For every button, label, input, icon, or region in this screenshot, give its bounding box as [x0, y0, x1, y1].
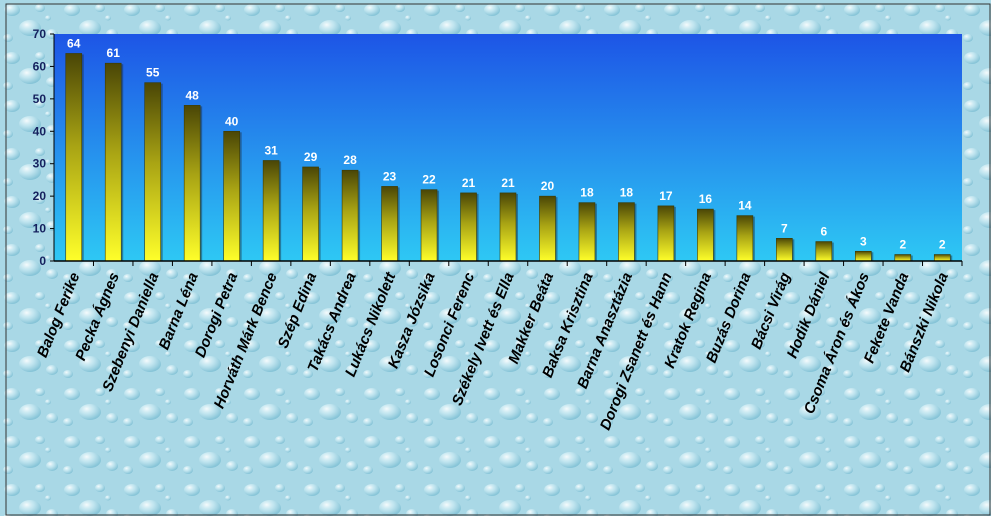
- bar: [933, 254, 951, 262]
- bar-value-label: 18: [620, 186, 634, 200]
- bar: [578, 202, 596, 262]
- bar: [499, 192, 517, 262]
- bar: [539, 195, 556, 262]
- bar-value-label: 61: [107, 46, 121, 60]
- y-axis: 0 10 20 30 40 50 60 70: [33, 27, 55, 268]
- bar: [302, 166, 319, 262]
- bar-value-label: 23: [383, 169, 397, 183]
- y-tick-label: 40: [33, 124, 47, 138]
- bar: [855, 250, 872, 262]
- y-tick-label: 30: [33, 157, 47, 171]
- bar: [736, 215, 754, 262]
- bar-value-label: 21: [501, 176, 515, 190]
- bar-value-label: 22: [422, 173, 436, 187]
- bar: [104, 62, 122, 262]
- bar-value-label: 64: [67, 36, 81, 50]
- bar: [65, 53, 83, 262]
- bar: [341, 169, 359, 262]
- y-tick-label: 20: [33, 189, 47, 203]
- bar-value-label: 20: [541, 179, 555, 193]
- y-tick-label: 50: [33, 92, 47, 106]
- bar-value-label: 17: [659, 189, 673, 203]
- bar-value-label: 21: [462, 176, 476, 190]
- bar-value-label: 18: [580, 186, 594, 200]
- bar-value-label: 40: [225, 114, 239, 128]
- bar: [460, 192, 477, 262]
- bar-value-label: 14: [738, 199, 752, 213]
- bar-value-label: 55: [146, 66, 160, 80]
- bar-value-label: 48: [185, 88, 199, 102]
- bar: [144, 82, 161, 262]
- bar: [815, 241, 833, 262]
- bar-value-label: 3: [860, 234, 867, 248]
- bar: [223, 130, 240, 262]
- bar: [420, 189, 438, 262]
- bars-group: [65, 53, 953, 262]
- bar-value-label: 29: [304, 150, 318, 164]
- bar-value-label: 31: [264, 143, 278, 157]
- bar-value-label: 6: [820, 225, 827, 239]
- bar-value-label: 16: [699, 192, 713, 206]
- y-tick-label: 60: [33, 59, 47, 73]
- bar: [262, 160, 280, 262]
- y-tick-label: 0: [39, 254, 46, 268]
- bar-value-label: 7: [781, 221, 788, 235]
- bar: [894, 254, 912, 262]
- y-tick-label: 70: [33, 27, 47, 41]
- bar: [381, 186, 398, 262]
- bar-value-label: 2: [899, 238, 906, 252]
- bar: [618, 202, 635, 262]
- chart-frame: [5, 3, 991, 516]
- bar: [657, 205, 675, 262]
- bar: [183, 105, 201, 262]
- bar-value-label: 28: [343, 153, 357, 167]
- y-tick-label: 10: [33, 222, 47, 236]
- bar: [697, 208, 714, 262]
- bar: [776, 238, 793, 262]
- bar-value-label: 2: [939, 238, 946, 252]
